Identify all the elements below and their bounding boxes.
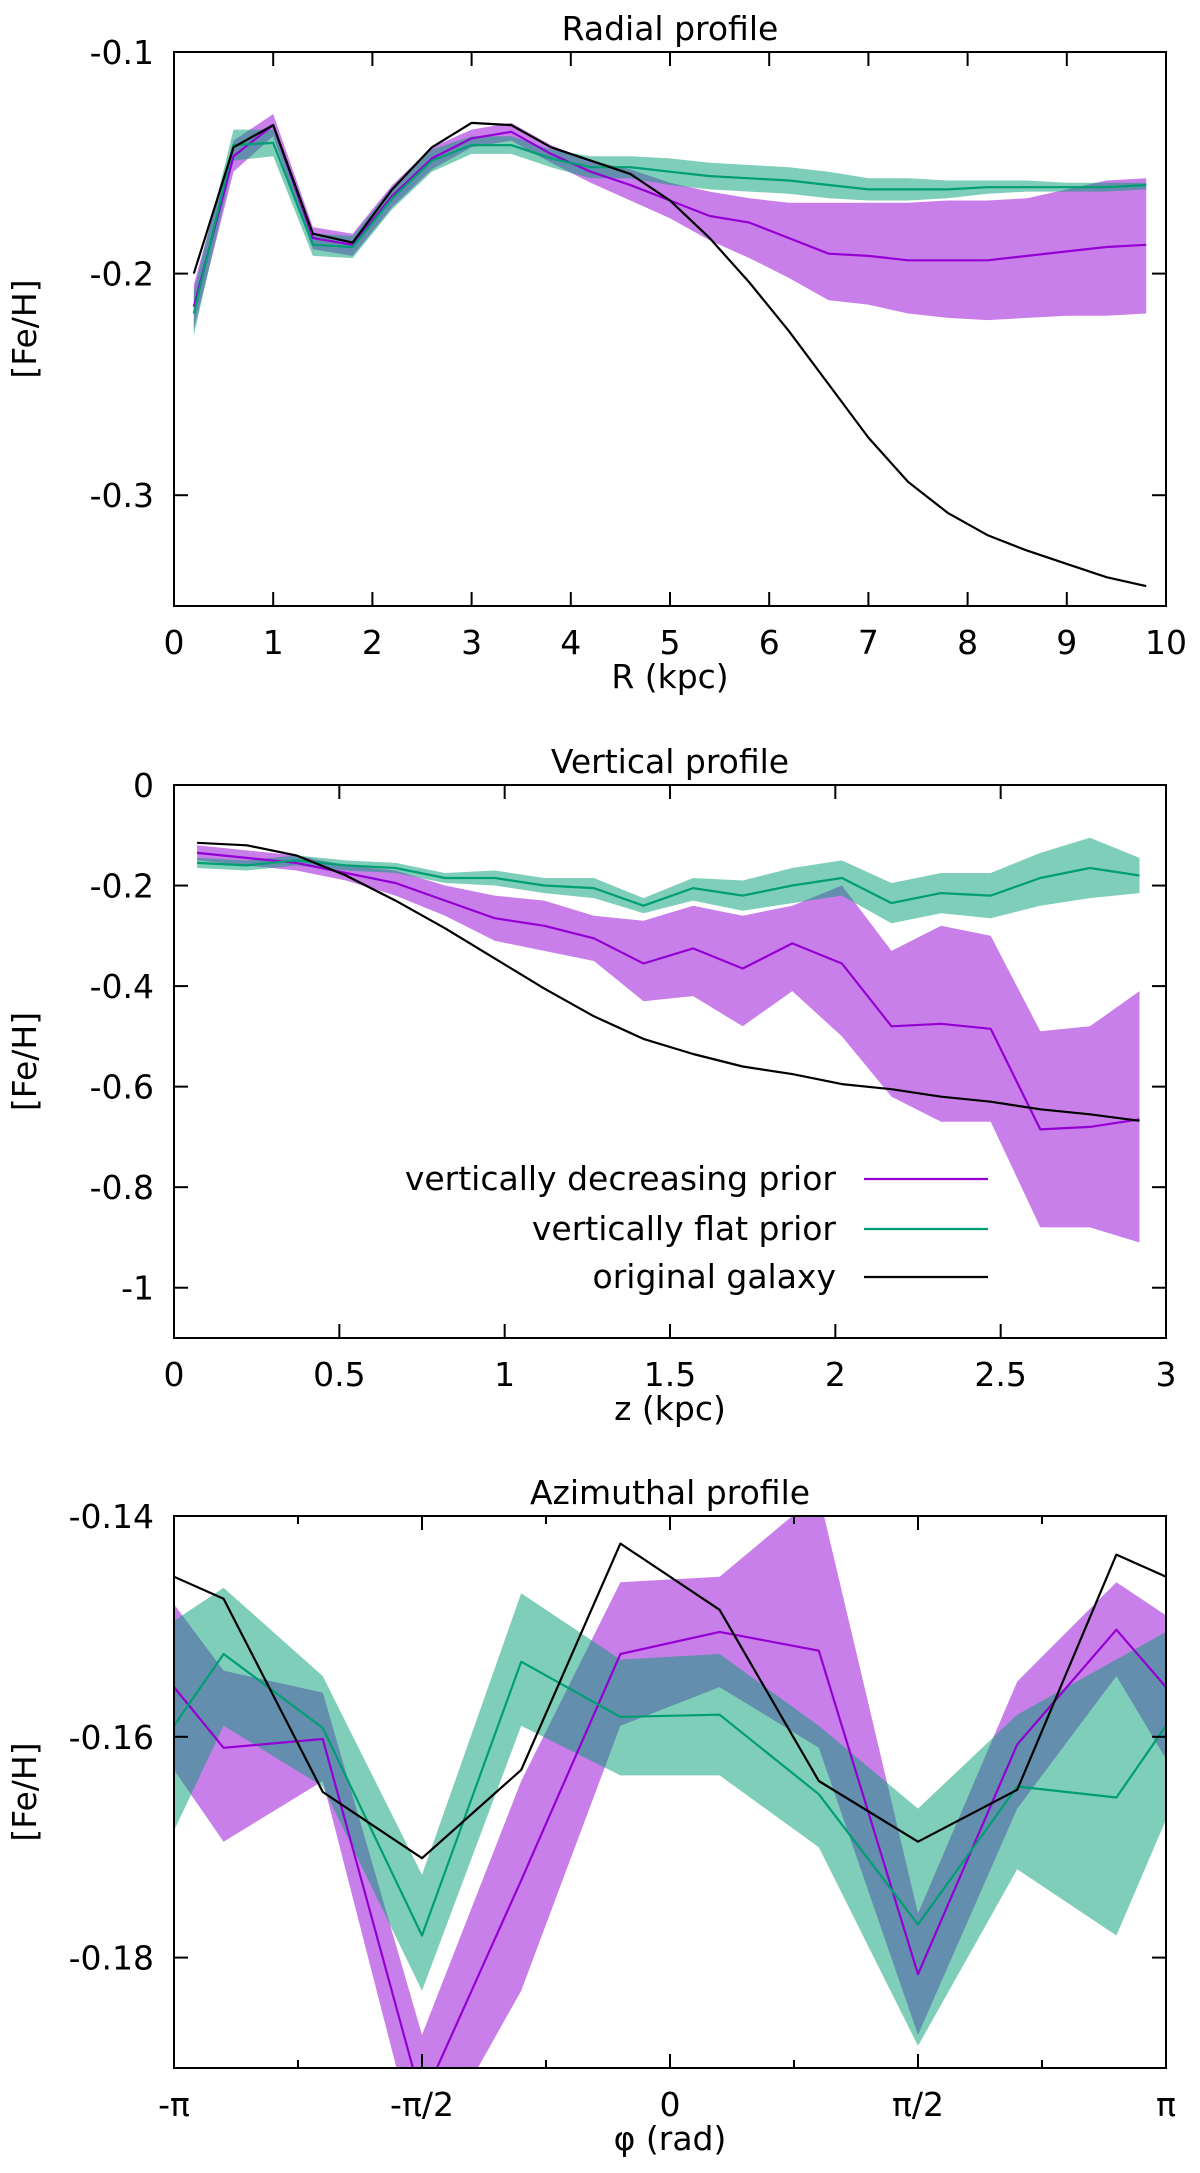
y-axis-label: [Fe/H]	[5, 1012, 44, 1111]
x-tick-label: 1	[494, 1355, 515, 1394]
x-tick-label: 8	[957, 623, 978, 662]
x-tick-label: 7	[858, 623, 879, 662]
vertical-profile-panel: 0 0.5 1 1.5 2 2.5 3 0 -0.2 -0.4 -0.6 -0.8 -1 Vertical…	[5, 742, 1177, 1428]
y-tick-label: 0	[133, 766, 154, 805]
y-tick-label: -0.18	[69, 1939, 154, 1978]
y-tick-label: -0.16	[69, 1718, 154, 1757]
legend-label: vertically flat prior	[532, 1209, 837, 1248]
line-purple-2	[174, 1628, 1166, 2068]
x-tick-label: 3	[461, 623, 482, 662]
plot-area	[192, 114, 1147, 588]
x-tick-label: π/2	[892, 2085, 944, 2124]
x-tick-label: 0	[164, 623, 185, 662]
y-tick-label: -1	[121, 1269, 154, 1308]
y-tick-label: -0.1	[90, 33, 154, 72]
chart-title: Azimuthal profile	[530, 1473, 810, 1512]
x-tick-label: 2.5	[974, 1355, 1026, 1394]
azimuthal-profile-panel: -π -π/2 0 π/2 π -0.14 -0.16 -0.18 Azimuthal prof…	[5, 1473, 1176, 2158]
x-tick-label: 0.5	[313, 1355, 365, 1394]
band-purple-1	[197, 845, 1140, 1243]
plot-area	[196, 837, 1140, 1243]
x-tick-label: 0	[164, 1355, 185, 1394]
x-tick-label: 3	[1156, 1355, 1177, 1394]
y-tick-label: -0.2	[90, 867, 154, 906]
line-black-1	[197, 841, 1140, 1122]
line-black-2	[174, 1542, 1166, 1860]
legend-label: original galaxy	[593, 1257, 836, 1296]
x-tick-label: 1	[263, 623, 284, 662]
x-tick-label: 10	[1145, 623, 1187, 662]
x-tick-label: 4	[560, 623, 581, 662]
x-tick-label: -π/2	[390, 2085, 454, 2124]
line-green-1	[197, 859, 1140, 907]
line-purple-1	[196, 851, 1140, 1131]
chart-title: Radial profile	[562, 9, 779, 48]
band-green-1	[197, 837, 1140, 924]
x-tick-label: 2	[362, 623, 383, 662]
line-green-0	[192, 141, 1147, 314]
x-axis-label: R (kpc)	[611, 657, 728, 696]
x-tick-label: 1.5	[644, 1355, 696, 1394]
line-green-2	[174, 1652, 1166, 1937]
band-purple-0	[193, 114, 1147, 329]
y-tick-label: -0.3	[90, 476, 154, 515]
chart-title: Vertical profile	[551, 742, 789, 781]
plot-area	[174, 1516, 1166, 2068]
x-tick-label: 9	[1056, 623, 1077, 662]
x-tick-label: 2	[825, 1355, 846, 1394]
y-tick-label: -0.14	[69, 1497, 154, 1536]
x-tick-label: -π	[158, 2085, 190, 2124]
x-tick-label: π	[1156, 2085, 1176, 2124]
y-tick-label: -0.2	[90, 255, 154, 294]
radial-profile-panel: 0 1 2 3 4 5 6 7 8 9 10 -0.1 -0.2 -0.3 Radial profile R …	[5, 9, 1187, 696]
x-axis-label: z (kpc)	[614, 1389, 726, 1428]
plot-frame	[173, 51, 1167, 607]
y-tick-label: -0.6	[90, 1068, 154, 1107]
legend-label: vertically decreasing prior	[405, 1159, 837, 1198]
line-black-0	[192, 121, 1147, 588]
y-tick-label: -0.8	[90, 1168, 154, 1207]
x-tick-label: 5	[660, 623, 681, 662]
y-axis-label: [Fe/H]	[5, 1742, 44, 1841]
x-tick-label: 0	[660, 2085, 681, 2124]
y-axis-label: [Fe/H]	[5, 279, 44, 378]
band-green-0	[193, 129, 1147, 336]
band-green-2	[174, 1587, 1166, 2046]
y-tick-label: -0.4	[90, 967, 154, 1006]
legend: vertically decreasing prior vertically fl…	[405, 1159, 988, 1296]
x-tick-label: 6	[759, 623, 780, 662]
x-axis-label: φ (rad)	[614, 2119, 727, 2158]
